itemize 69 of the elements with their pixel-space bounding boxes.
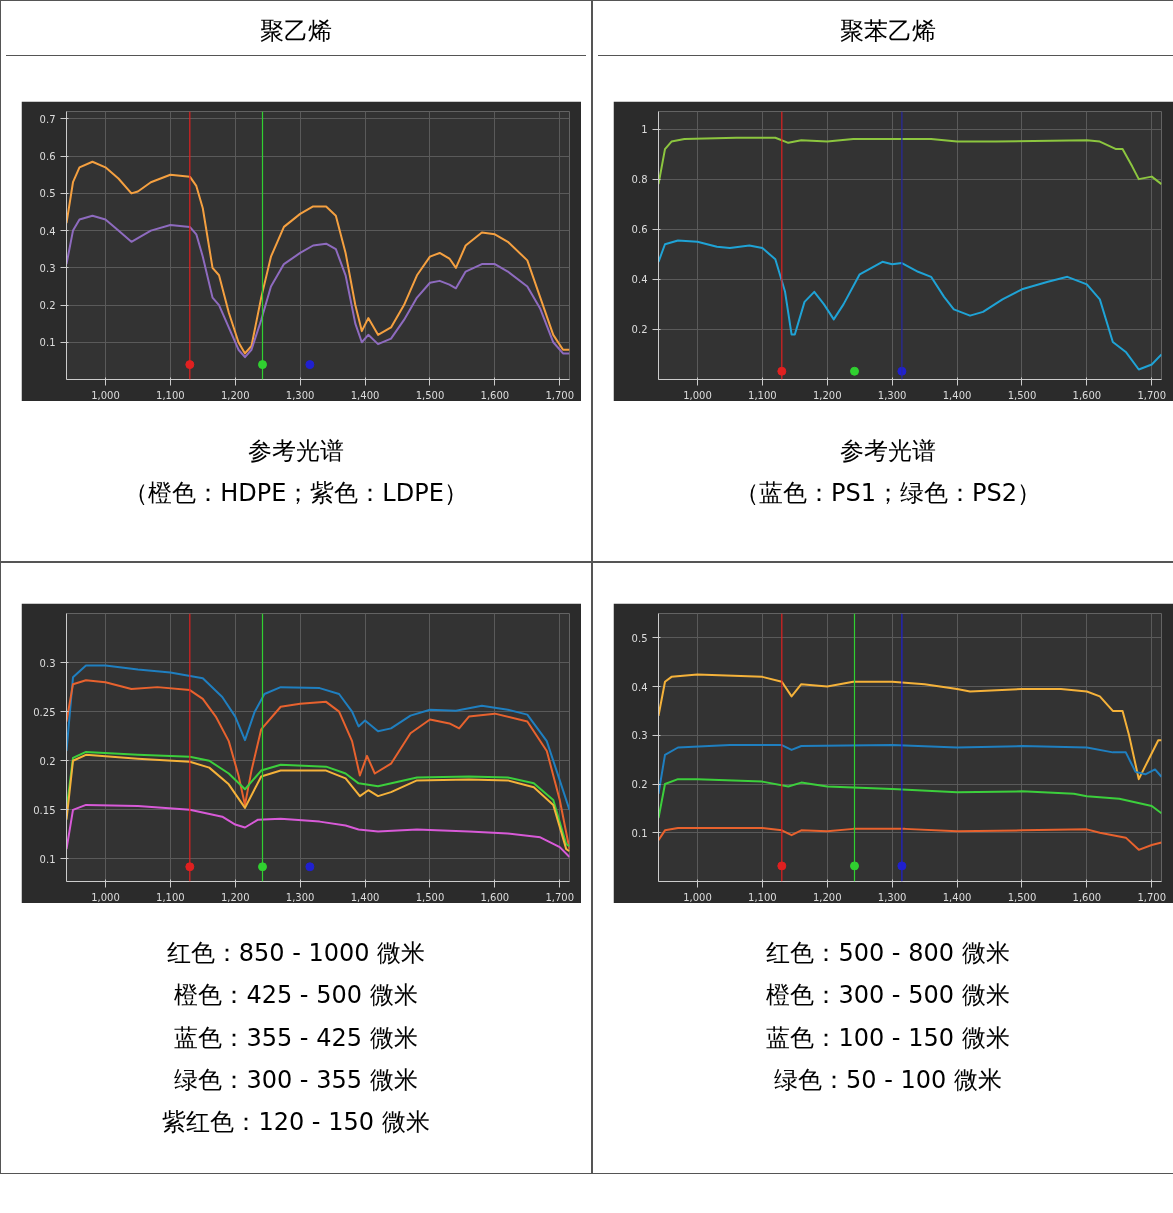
y-tick-label: 0.3 — [39, 262, 56, 274]
x-tick-label: 1,700 — [1137, 891, 1167, 903]
x-tick-label: 1,300 — [877, 891, 907, 903]
y-tick-label: 0.5 — [631, 632, 648, 644]
text: 蓝色：355 - 425 微米 — [173, 1022, 419, 1054]
y-tick-label: 0.8 — [631, 174, 648, 186]
text: 橙色：300 - 500 微米 — [766, 980, 1010, 1012]
x-tick-label: 1,000 — [683, 389, 712, 401]
y-tick-label: 0.15 — [33, 804, 56, 816]
y-tick-label: 0.6 — [631, 224, 648, 236]
y-tick-label: 0.2 — [631, 324, 648, 336]
text: 蓝色：100 - 150 微米 — [766, 1022, 1010, 1054]
x-tick-label: 1,400 — [942, 389, 972, 401]
x-tick-label: 1,300 — [285, 891, 315, 903]
y-tick-label: 0.2 — [631, 779, 648, 791]
text: （蓝色：PS1；绿色：PS2） — [735, 478, 1041, 510]
y-tick-label: 0.3 — [39, 657, 56, 669]
y-tick-label: 0.3 — [631, 730, 648, 742]
text: 紫红色：120 - 150 微米 — [162, 1107, 430, 1139]
y-tick-label: 0.25 — [33, 706, 56, 718]
x-tick-label: 1,100 — [156, 389, 185, 401]
x-tick-label: 1,700 — [545, 389, 575, 401]
y-tick-label: 0.5 — [39, 188, 56, 200]
x-tick-label: 1,100 — [748, 891, 777, 903]
x-tick-label: 1,700 — [545, 891, 575, 903]
text: （橙色：HDPE；紫色：LDPE） — [124, 478, 468, 510]
y-tick-label: 0.1 — [631, 827, 648, 839]
y-tick-label: 0.1 — [39, 853, 56, 865]
text: 绿色：300 - 355 微米 — [173, 1064, 419, 1096]
y-tick-label: 1 — [641, 124, 648, 136]
text: 橙色：425 - 500 微米 — [173, 980, 419, 1012]
text: 绿色：50 - 100 微米 — [773, 1064, 1003, 1096]
text: 参考光谱 — [247, 436, 345, 467]
x-tick-label: 1,500 — [1007, 389, 1037, 401]
x-tick-label: 1,400 — [942, 891, 972, 903]
y-tick-label: 0.6 — [39, 151, 56, 163]
x-tick-label: 1,100 — [748, 389, 777, 401]
y-tick-label: 0.7 — [39, 113, 56, 125]
y-tick-label: 0.4 — [631, 681, 648, 693]
y-tick-label: 0.1 — [39, 337, 56, 349]
y-tick-label: 0.2 — [39, 755, 56, 767]
x-tick-label: 1,300 — [285, 389, 315, 401]
x-tick-label: 1,200 — [220, 389, 250, 401]
text: 参考光谱 — [839, 436, 937, 467]
x-tick-label: 1,200 — [812, 389, 842, 401]
x-tick-label: 1,600 — [480, 891, 510, 903]
x-tick-label: 1,400 — [350, 389, 380, 401]
y-tick-label: 0.4 — [39, 225, 56, 237]
x-tick-label: 1,700 — [1137, 389, 1167, 401]
x-tick-label: 1,400 — [350, 891, 380, 903]
x-tick-label: 1,500 — [415, 389, 445, 401]
chart-title: 聚乙烯 — [260, 16, 332, 47]
chart-title: 聚苯乙烯 — [840, 16, 936, 47]
x-tick-label: 1,500 — [1007, 891, 1037, 903]
x-tick-label: 1,000 — [91, 891, 120, 903]
text: 红色：850 - 1000 微米 — [165, 938, 427, 969]
x-tick-label: 1,000 — [91, 389, 120, 401]
x-tick-label: 1,200 — [812, 891, 842, 903]
x-tick-label: 1,500 — [415, 891, 445, 903]
x-tick-label: 1,600 — [480, 389, 510, 401]
x-tick-label: 1,200 — [220, 891, 250, 903]
x-tick-label: 1,000 — [683, 891, 712, 903]
text: 红色：500 - 800 微米 — [766, 938, 1010, 969]
x-tick-label: 1,600 — [1072, 891, 1102, 903]
y-tick-label: 0.4 — [631, 274, 648, 286]
y-tick-label: 0.2 — [39, 300, 56, 312]
x-tick-label: 1,600 — [1072, 389, 1102, 401]
x-tick-label: 1,300 — [877, 389, 907, 401]
x-tick-label: 1,100 — [156, 891, 185, 903]
